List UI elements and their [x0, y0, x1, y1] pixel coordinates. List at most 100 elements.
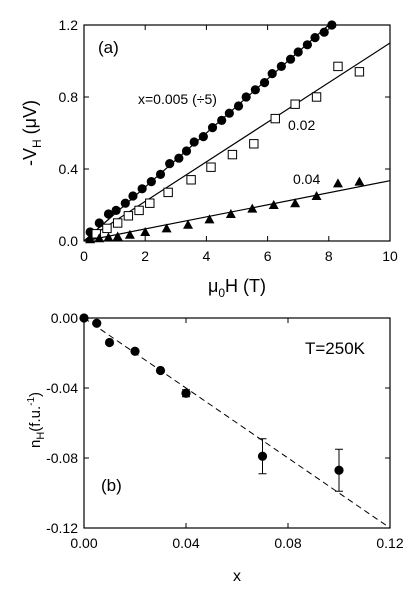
- data-point-square: [102, 223, 112, 234]
- data-point-circle: [310, 33, 320, 43]
- data-point-circle: [189, 137, 199, 147]
- data-point-circle: [181, 388, 191, 398]
- data-point-circle: [217, 115, 227, 125]
- data-point-circle: [276, 61, 286, 71]
- data-point-circle: [224, 108, 234, 118]
- series-label-x004: 0.04: [293, 171, 320, 187]
- panel-b-temperature: T=250K: [305, 339, 366, 358]
- data-point-circle: [165, 159, 175, 169]
- data-point-circle: [104, 337, 115, 348]
- data-point-circle: [233, 101, 244, 111]
- x-tick-label: 0.04: [172, 535, 199, 551]
- data-point-circle: [327, 20, 337, 30]
- data-point-square: [91, 229, 101, 239]
- panel-a: 0 2 4 6 8 10 0.0 0.4 0.8 1.2 (a) x=0.005 (÷5) 0.0…: [20, 17, 398, 300]
- data-point-triangle: [161, 223, 172, 233]
- data-point-circle: [181, 146, 192, 156]
- data-point-square: [145, 198, 155, 208]
- panel-b-ylabel: nH(f.u.-1): [26, 392, 47, 448]
- data-point-triangle: [354, 176, 365, 186]
- data-point-circle: [79, 313, 89, 323]
- data-point-triangle: [268, 200, 279, 209]
- series-label-x0005: x=0.005 (÷5): [138, 91, 217, 107]
- data-point-circle: [128, 191, 138, 201]
- panel-b-xlabel: x: [233, 568, 241, 585]
- data-point-square: [249, 139, 259, 149]
- panel-b-label: (b): [101, 476, 122, 495]
- y-tick-label: 0.4: [59, 161, 79, 177]
- panel-a-ylabel: -VH (μV): [20, 100, 44, 166]
- data-point-circle: [137, 184, 147, 194]
- data-point-triangle: [290, 198, 301, 208]
- panel-a-frame: [83, 24, 391, 242]
- data-point-circle: [198, 132, 208, 142]
- data-point-square: [134, 205, 144, 216]
- x-tick-label: 0.12: [376, 535, 403, 551]
- data-point-square: [270, 113, 280, 124]
- x-tick-label: 2: [141, 248, 149, 264]
- y-tick-label: 0.8: [59, 89, 79, 105]
- data-point-triangle: [204, 214, 215, 224]
- data-point-triangle: [103, 232, 114, 242]
- x-tick-label: 4: [203, 248, 211, 264]
- y-tick-label: -0.08: [46, 450, 78, 466]
- y-tick-label: 0.00: [51, 310, 78, 326]
- data-point-circle: [174, 153, 184, 163]
- data-point-triangle: [311, 191, 322, 200]
- y-tick-label: 1.2: [59, 17, 79, 33]
- data-point-circle: [146, 177, 156, 187]
- y-tick-label: -0.04: [46, 380, 78, 396]
- data-point-circle: [302, 40, 312, 50]
- data-point-square: [311, 92, 322, 102]
- data-point-square: [186, 175, 196, 185]
- data-point-square: [206, 162, 216, 172]
- data-point-triangle: [124, 229, 135, 239]
- panel-b-axes: 0.00 0.04 0.08 0.12 0.00 -0.04 -0.08 -0.12: [46, 310, 404, 551]
- x-tick-label: 0.00: [70, 535, 97, 551]
- data-point-circle: [293, 47, 303, 57]
- data-point-circle: [120, 198, 130, 208]
- data-point-square: [227, 149, 238, 160]
- data-point-triangle: [112, 231, 123, 241]
- data-point-circle: [334, 465, 344, 475]
- panel-a-markers: [85, 20, 365, 244]
- data-point-square: [290, 99, 300, 109]
- data-point-square: [163, 187, 173, 198]
- data-point-circle: [241, 92, 251, 102]
- panel-b: 0.00 0.04 0.08 0.120.00-0.04-0.08-0.12 (b) …: [26, 310, 404, 585]
- data-point-triangle: [225, 209, 236, 218]
- x-tick-label: 6: [264, 248, 272, 264]
- data-point-circle: [259, 78, 270, 88]
- panel-a-xlabel: μ0H (T): [208, 276, 266, 300]
- data-point-square: [112, 218, 123, 228]
- data-point-circle: [130, 346, 140, 356]
- data-point-circle: [285, 54, 296, 64]
- data-point-circle: [250, 85, 260, 95]
- panel-a-axes: 0 2 4 6 8 10 0.0 0.4 0.8 1.2: [59, 17, 398, 264]
- y-tick-label: 0.0: [59, 233, 79, 249]
- data-point-square: [333, 61, 343, 72]
- data-point-circle: [155, 365, 166, 376]
- panel-a-label: (a): [98, 38, 119, 57]
- data-point-circle: [103, 209, 114, 219]
- panel-a-fit-lines: [83, 24, 391, 242]
- data-point-circle: [207, 123, 218, 133]
- data-point-circle: [319, 27, 329, 37]
- data-point-triangle: [183, 219, 194, 229]
- data-point-triangle: [94, 233, 105, 243]
- y-tick-label: -0.12: [46, 520, 78, 536]
- data-point-circle: [94, 218, 104, 228]
- data-point-circle: [267, 69, 277, 79]
- data-point-triangle: [332, 178, 343, 188]
- data-point-square: [354, 67, 365, 77]
- x-tick-label: 0: [80, 248, 88, 264]
- series-label-x002: 0.02: [288, 117, 315, 133]
- data-point-triangle: [85, 234, 96, 244]
- fit-line: [83, 180, 391, 242]
- data-point-triangle: [247, 203, 258, 213]
- panel-b-markers: [79, 313, 344, 492]
- panel-b-frame: [83, 317, 391, 529]
- data-point-circle: [92, 318, 102, 328]
- x-tick-label: 0.08: [274, 535, 301, 551]
